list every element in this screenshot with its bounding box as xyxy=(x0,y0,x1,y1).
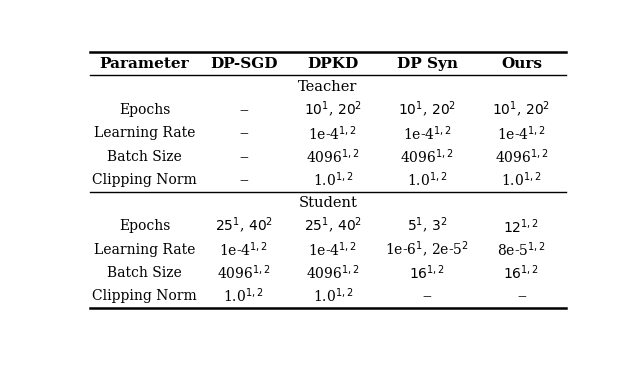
Text: Student: Student xyxy=(299,196,357,210)
Text: ‒: ‒ xyxy=(239,127,248,141)
Text: 4096$^{1, 2}$: 4096$^{1, 2}$ xyxy=(217,264,271,282)
Text: Batch Size: Batch Size xyxy=(107,266,182,280)
Text: 1.0$^{1, 2}$: 1.0$^{1, 2}$ xyxy=(407,170,447,189)
Text: Learning Rate: Learning Rate xyxy=(94,243,195,257)
Text: 1e-6$^1$, 2e-5$^2$: 1e-6$^1$, 2e-5$^2$ xyxy=(385,239,469,260)
Text: $12^{1, 2}$: $12^{1, 2}$ xyxy=(503,217,540,236)
Text: Ours: Ours xyxy=(501,57,542,71)
Text: Clipping Norm: Clipping Norm xyxy=(92,289,197,303)
Text: 4096$^{1, 2}$: 4096$^{1, 2}$ xyxy=(306,147,360,166)
Text: 8e-5$^{1, 2}$: 8e-5$^{1, 2}$ xyxy=(497,240,546,259)
Text: 1e-4$^{1, 2}$: 1e-4$^{1, 2}$ xyxy=(497,124,546,143)
Text: 1e-4$^{1, 2}$: 1e-4$^{1, 2}$ xyxy=(403,124,452,143)
Text: 1.0$^{1, 2}$: 1.0$^{1, 2}$ xyxy=(223,287,264,305)
Text: $5^1$, $3^2$: $5^1$, $3^2$ xyxy=(407,216,447,237)
Text: Epochs: Epochs xyxy=(119,219,170,233)
Text: DP Syn: DP Syn xyxy=(397,57,458,71)
Text: ‒: ‒ xyxy=(239,150,248,164)
Text: 4096$^{1, 2}$: 4096$^{1, 2}$ xyxy=(400,147,454,166)
Text: DPKD: DPKD xyxy=(307,57,358,71)
Text: Learning Rate: Learning Rate xyxy=(94,127,195,141)
Text: 1.0$^{1, 2}$: 1.0$^{1, 2}$ xyxy=(313,170,353,189)
Text: ‒: ‒ xyxy=(423,289,431,303)
Text: ‒: ‒ xyxy=(517,289,526,303)
Text: $10^1$, $20^2$: $10^1$, $20^2$ xyxy=(398,100,456,120)
Text: Batch Size: Batch Size xyxy=(107,150,182,164)
Text: $10^1$, $20^2$: $10^1$, $20^2$ xyxy=(492,100,550,120)
Text: $25^1$, $40^2$: $25^1$, $40^2$ xyxy=(214,216,273,237)
Text: 4096$^{1, 2}$: 4096$^{1, 2}$ xyxy=(495,147,548,166)
Text: 1e-4$^{1, 2}$: 1e-4$^{1, 2}$ xyxy=(219,240,268,259)
Text: ‒: ‒ xyxy=(239,103,248,117)
Text: Teacher: Teacher xyxy=(298,80,358,94)
Text: $25^1$, $40^2$: $25^1$, $40^2$ xyxy=(304,216,362,237)
Text: DP-SGD: DP-SGD xyxy=(210,57,277,71)
Text: Parameter: Parameter xyxy=(100,57,189,71)
Text: Clipping Norm: Clipping Norm xyxy=(92,173,197,187)
Text: $16^{1, 2}$: $16^{1, 2}$ xyxy=(503,264,540,282)
Text: $16^{1, 2}$: $16^{1, 2}$ xyxy=(409,264,445,282)
Text: Epochs: Epochs xyxy=(119,103,170,117)
Text: 1.0$^{1, 2}$: 1.0$^{1, 2}$ xyxy=(313,287,353,305)
Text: 1e-4$^{1, 2}$: 1e-4$^{1, 2}$ xyxy=(308,124,358,143)
Text: ‒: ‒ xyxy=(239,173,248,187)
Text: $10^1$, $20^2$: $10^1$, $20^2$ xyxy=(304,100,362,120)
Text: 1.0$^{1, 2}$: 1.0$^{1, 2}$ xyxy=(501,170,541,189)
Text: 4096$^{1, 2}$: 4096$^{1, 2}$ xyxy=(306,264,360,282)
Text: 1e-4$^{1, 2}$: 1e-4$^{1, 2}$ xyxy=(308,240,358,259)
